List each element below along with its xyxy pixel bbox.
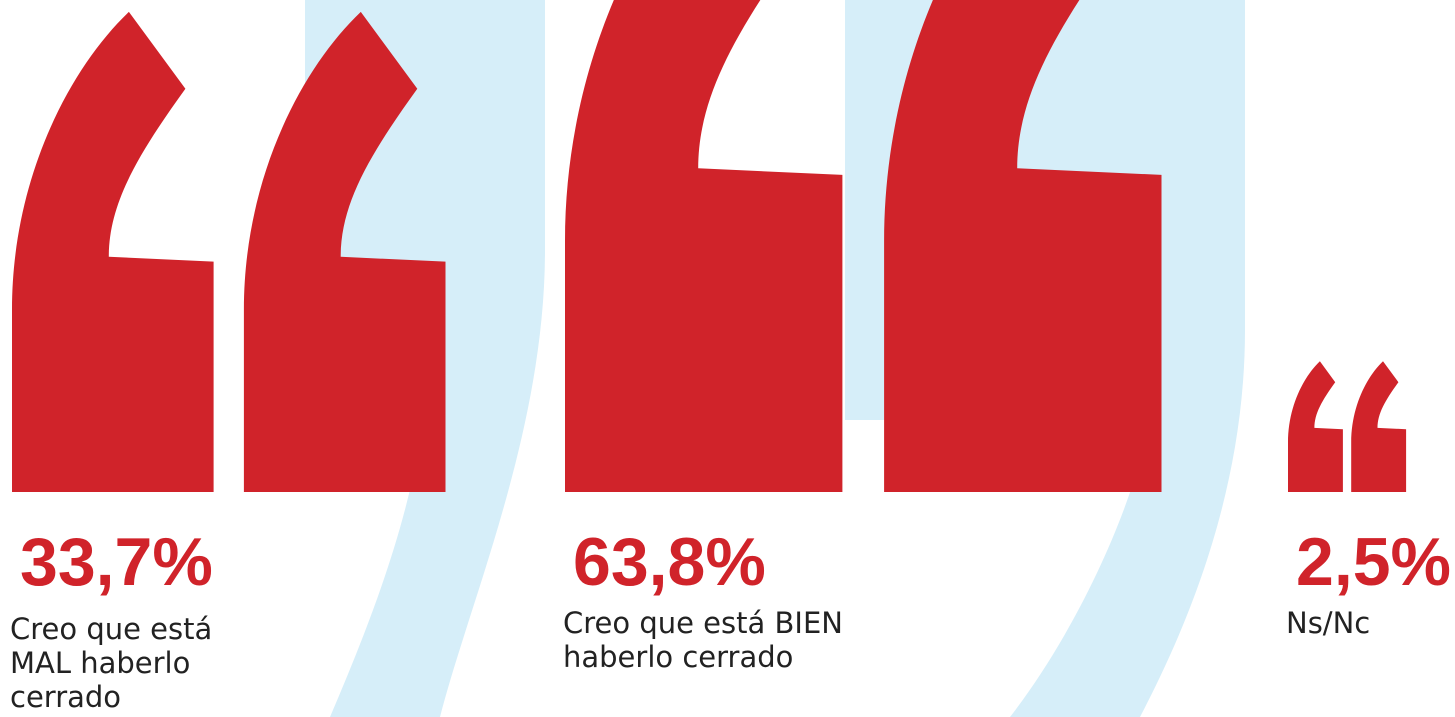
- quote-comma: [884, 0, 1162, 492]
- value-label: 33,7%: [20, 524, 213, 600]
- quote-mark: [12, 11, 446, 493]
- value-label: 2,5%: [1296, 524, 1451, 600]
- category-label: Creo que está MAL haberlo cerrado: [10, 612, 213, 714]
- background-quote: [305, 0, 545, 717]
- quote-comma: [1288, 361, 1343, 492]
- quote-comma: [1351, 361, 1407, 492]
- value-label: 63,8%: [573, 524, 766, 600]
- quote-comma: [12, 11, 214, 493]
- quote-comma: [243, 11, 446, 493]
- quote-mark: [565, 0, 1162, 492]
- category-label: Ns/Nc: [1286, 606, 1371, 640]
- quote-comma: [565, 0, 843, 492]
- quote-mark: [1288, 361, 1407, 492]
- category-label: Creo que está BIEN haberlo cerrado: [563, 606, 843, 674]
